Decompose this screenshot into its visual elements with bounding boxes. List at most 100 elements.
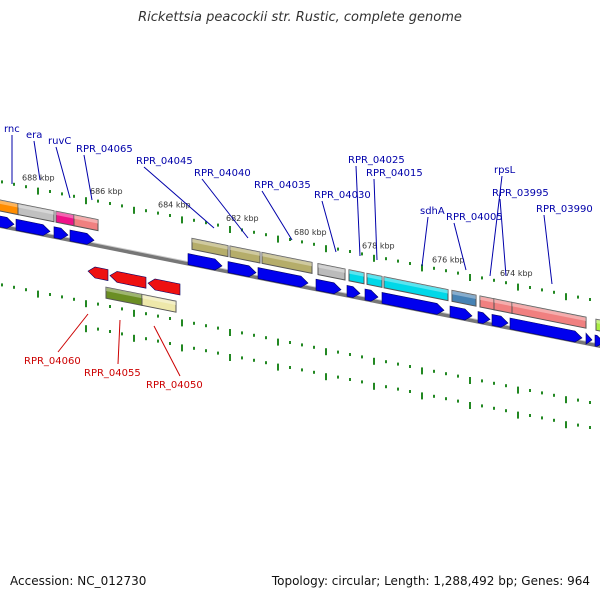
leader-line xyxy=(261,190,293,241)
rpsl-block-shine xyxy=(480,296,494,303)
rpr-04050-arrow xyxy=(147,278,181,296)
gene-label: RPR_04005 xyxy=(446,212,503,223)
leader-line xyxy=(55,146,71,199)
rpr-04065-block-shine xyxy=(74,214,98,224)
cds-arrow xyxy=(491,314,509,328)
gene-label: RPR_04030 xyxy=(314,190,371,201)
rpr-04015-block xyxy=(366,272,383,289)
kbp-label: 688 kbp xyxy=(22,173,55,182)
gene-label: RPR_04065 xyxy=(76,144,133,155)
cds-arrow xyxy=(594,334,600,347)
rpr-04030-block xyxy=(317,262,346,281)
leader-line xyxy=(153,325,181,377)
genome-title: Rickettsia peacockii str. Rustic, comple… xyxy=(138,10,462,25)
rpr-04045-block xyxy=(191,237,229,258)
leader-line xyxy=(321,200,337,253)
sdha-block xyxy=(383,276,449,302)
cds-arrow xyxy=(585,332,593,345)
rpr-04065-block xyxy=(73,214,99,232)
kbp-layer: 688 kbp 686 kbp 684 kbp 682 kbp 680 kbp 678 k… xyxy=(22,173,533,278)
rpr-04055-block-shine xyxy=(106,287,142,299)
genome-summary-text: Topology: circular; Length: 1,288,492 bp… xyxy=(271,574,590,588)
edge-block-shine xyxy=(596,319,600,324)
kbp-label: 682 kbp xyxy=(226,214,259,223)
cds-arrow xyxy=(227,261,257,278)
ruvc-block-shine xyxy=(56,211,74,219)
rpr-04060-arrow xyxy=(87,266,109,281)
gene-label: RPR_04060 xyxy=(24,356,81,367)
features-layer xyxy=(0,199,600,347)
kbp-label: 674 kbp xyxy=(500,269,533,278)
leader-line xyxy=(489,175,503,277)
gene-label: RPR_04050 xyxy=(146,380,203,391)
leader-line xyxy=(201,178,249,239)
rpr-04035-block xyxy=(261,251,313,275)
rpr-04040-block xyxy=(229,245,261,264)
cds-arrow xyxy=(364,288,379,302)
gene-label: RPR_04045 xyxy=(136,156,193,167)
cds-arrow xyxy=(381,292,445,315)
gene-label: RPR_04025 xyxy=(348,155,405,166)
leader-line xyxy=(83,154,93,201)
leader-line xyxy=(143,166,215,229)
gene-label: RPR_04040 xyxy=(194,168,251,179)
rpr-03990-block xyxy=(511,301,587,329)
cds-arrow xyxy=(0,215,15,229)
leader-line xyxy=(355,165,361,257)
rnc-block-shine xyxy=(0,200,18,208)
kbp-label: 684 kbp xyxy=(158,201,191,210)
leader-line xyxy=(543,214,553,285)
gene-label: RPR_04035 xyxy=(254,180,311,191)
leader-line xyxy=(453,222,467,271)
ticks-layer xyxy=(1,180,591,429)
cds-arrow xyxy=(53,226,69,240)
rpr-04005-block xyxy=(451,289,477,307)
rpr-04050-block-shine xyxy=(142,294,176,306)
sdha-block-shine xyxy=(384,276,448,294)
kbp-label: 686 kbp xyxy=(90,187,123,196)
leader-line xyxy=(117,319,121,365)
cds-arrow xyxy=(449,305,473,321)
cds-arrow xyxy=(69,229,95,245)
gene-label: RPR_04015 xyxy=(366,168,423,179)
gene-label: rpsL xyxy=(494,165,516,176)
rpr-03995-block-shine xyxy=(494,298,512,307)
rpr-04035-block-shine xyxy=(262,252,312,267)
accession-text: Accession: NC_012730 xyxy=(10,574,147,588)
era-block-shine xyxy=(18,203,54,215)
gene-label: sdhA xyxy=(420,206,445,217)
rpr-04045-block-shine xyxy=(192,238,228,250)
cds-arrow xyxy=(509,317,583,343)
leader-line xyxy=(33,140,41,181)
leaders-layer xyxy=(11,135,553,377)
leader-line xyxy=(57,313,89,353)
rpr-04040-block-shine xyxy=(230,246,260,256)
leader-line xyxy=(499,198,507,277)
cds-arrow xyxy=(15,218,51,236)
rpr-03990-block-shine xyxy=(512,302,586,322)
kbp-label: 676 kbp xyxy=(432,255,465,264)
era-block xyxy=(17,202,55,223)
cds-arrow xyxy=(187,253,223,271)
rpr-04025-block-shine xyxy=(349,269,364,277)
gene-label: RPR_03990 xyxy=(536,204,593,215)
cds-arrow xyxy=(315,278,342,295)
kbp-label: 680 kbp xyxy=(294,228,327,237)
rpr-04050-block xyxy=(141,293,177,313)
labels-layer: rnceraruvCRPR_04065RPR_04045RPR_04040RPR… xyxy=(4,124,593,391)
rpr-04030-block-shine xyxy=(318,263,345,273)
rpr-04025-block xyxy=(348,269,365,285)
cds-arrow xyxy=(477,311,491,324)
leader-line xyxy=(373,178,378,261)
cds-arrow xyxy=(346,285,361,298)
gene-label: ruvC xyxy=(48,136,71,147)
gene-label: era xyxy=(26,130,42,141)
leader-line xyxy=(421,216,429,267)
cds-arrow xyxy=(257,267,309,288)
gene-label: RPR_03995 xyxy=(492,188,549,199)
edge-block xyxy=(595,318,600,332)
rpr-04005-block-shine xyxy=(452,290,476,300)
gene-label: RPR_04055 xyxy=(84,368,141,379)
